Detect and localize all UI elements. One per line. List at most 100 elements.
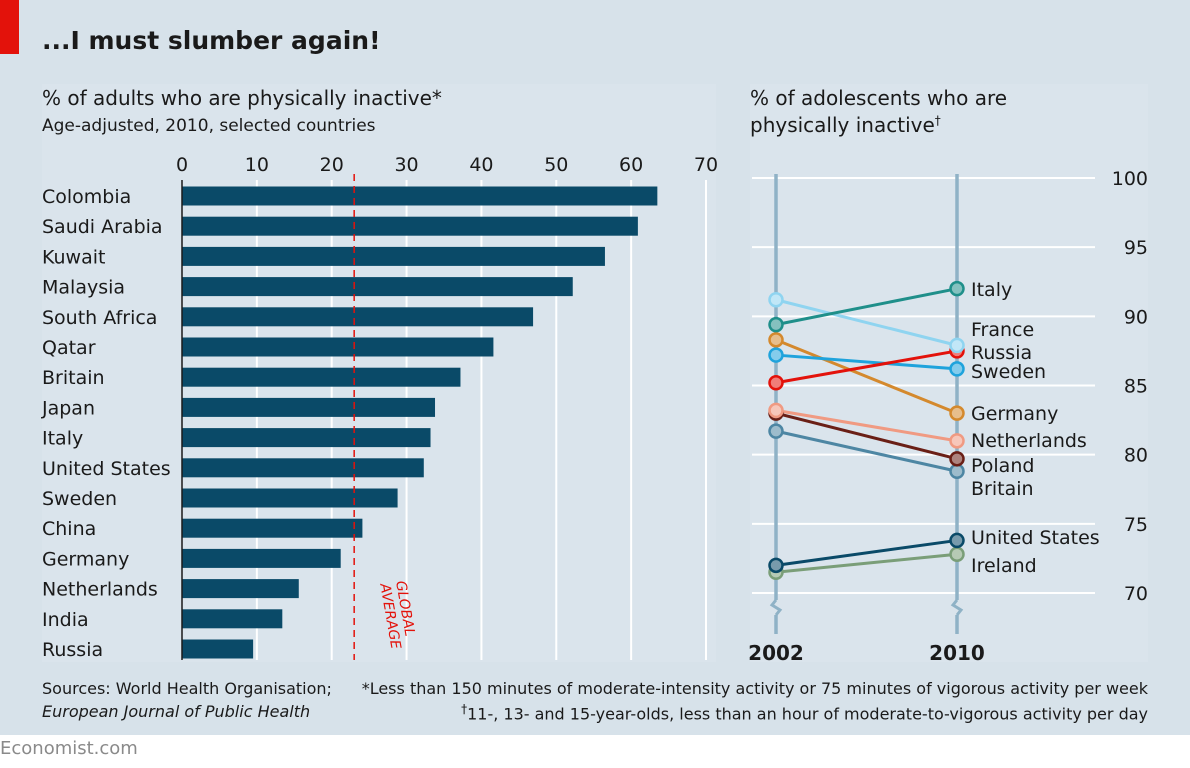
bar-britain bbox=[182, 367, 461, 387]
point-2002-united-states bbox=[768, 557, 784, 574]
series-label-netherlands: Netherlands bbox=[971, 430, 1087, 452]
series-line-russia bbox=[775, 349, 958, 385]
x-tick-label-0: 0 bbox=[176, 154, 188, 176]
x-tick-label-10: 10 bbox=[245, 154, 269, 176]
category-label-china: China bbox=[42, 518, 96, 540]
adults-chart-subtitle: Age-adjusted, 2010, selected countries bbox=[42, 116, 376, 136]
series-line-germany bbox=[775, 338, 958, 415]
category-label-russia: Russia bbox=[42, 639, 103, 661]
bar-russia bbox=[182, 639, 254, 659]
series-label-italy: Italy bbox=[971, 279, 1012, 301]
category-label-italy: Italy bbox=[42, 428, 83, 450]
point-2002-france bbox=[768, 291, 784, 308]
category-label-india: India bbox=[42, 609, 89, 631]
bar-united-states bbox=[182, 458, 424, 478]
axis-break-2002 bbox=[769, 599, 783, 616]
x-tick-label-20: 20 bbox=[320, 154, 344, 176]
category-label-japan: Japan bbox=[41, 397, 95, 419]
bar-germany bbox=[182, 548, 341, 568]
bar-netherlands bbox=[182, 579, 299, 599]
category-label-kuwait: Kuwait bbox=[42, 246, 105, 268]
sources-line2: European Journal of Public Health bbox=[42, 702, 311, 721]
y-tick-label-100: 100 bbox=[1112, 168, 1148, 190]
x-tick-label-40: 40 bbox=[469, 154, 493, 176]
series-label-russia: Russia bbox=[971, 342, 1032, 364]
series-line-united-states bbox=[775, 538, 958, 567]
bar-colombia bbox=[182, 186, 658, 206]
category-label-netherlands: Netherlands bbox=[42, 579, 158, 601]
series-label-germany: Germany bbox=[971, 403, 1058, 425]
point-2002-russia bbox=[768, 374, 784, 391]
series-label-sweden: Sweden bbox=[971, 361, 1046, 383]
brand-red-bar bbox=[0, 0, 19, 54]
adults-chart-title: % of adults who are physically inactive* bbox=[42, 86, 442, 110]
series-line-ireland bbox=[775, 552, 958, 574]
point-2002-italy bbox=[768, 316, 784, 333]
y-tick-label-90: 90 bbox=[1124, 306, 1148, 328]
point-2002-sweden bbox=[768, 347, 784, 363]
category-label-colombia: Colombia bbox=[42, 186, 131, 208]
bar-qatar bbox=[182, 337, 494, 357]
category-label-united-states: United States bbox=[42, 458, 171, 480]
point-2010-britain bbox=[949, 463, 965, 480]
x-tick-label-70: 70 bbox=[694, 154, 718, 176]
point-2010-united-states bbox=[949, 532, 965, 549]
bar-kuwait bbox=[182, 246, 605, 266]
y-tick-label-85: 85 bbox=[1124, 376, 1148, 398]
x-category-label-2010: 2010 bbox=[929, 641, 985, 665]
y-tick-label-70: 70 bbox=[1124, 583, 1148, 605]
chart-headline: ...I must slumber again! bbox=[42, 26, 381, 55]
category-label-qatar: Qatar bbox=[42, 337, 96, 359]
bar-china bbox=[182, 518, 363, 538]
series-line-britain bbox=[775, 429, 958, 473]
brand-logo-text: Economist.com bbox=[0, 738, 138, 759]
point-2010-poland bbox=[949, 451, 965, 467]
category-label-saudi-arabia: Saudi Arabia bbox=[42, 216, 163, 238]
series-label-united-states: United States bbox=[971, 527, 1100, 549]
adolescents-panel bbox=[750, 84, 1148, 662]
adolescents-chart-title-line1: % of adolescents who are bbox=[750, 86, 1008, 110]
x-tick-label-30: 30 bbox=[394, 154, 418, 176]
bar-sweden bbox=[182, 488, 398, 508]
category-label-sweden: Sweden bbox=[42, 488, 117, 510]
series-label-poland: Poland bbox=[971, 455, 1034, 477]
bar-saudi-arabia bbox=[182, 216, 638, 236]
adolescents-chart-title-line2: physically inactive† bbox=[750, 113, 941, 137]
bar-malaysia bbox=[182, 277, 573, 297]
category-label-south-africa: South Africa bbox=[42, 307, 157, 329]
point-2010-germany bbox=[949, 405, 965, 421]
series-line-netherlands bbox=[775, 408, 958, 443]
series-line-poland bbox=[775, 411, 958, 461]
series-line-sweden bbox=[775, 353, 958, 371]
bar-india bbox=[182, 609, 283, 629]
point-2010-sweden bbox=[949, 361, 965, 377]
x-tick-label-50: 50 bbox=[544, 154, 568, 176]
sources-line1: Sources: World Health Organisation; bbox=[42, 679, 332, 698]
y-tick-label-95: 95 bbox=[1124, 237, 1148, 259]
bar-south-africa bbox=[182, 307, 534, 327]
series-label-britain: Britain bbox=[971, 478, 1034, 500]
series-label-ireland: Ireland bbox=[971, 555, 1037, 577]
point-2010-netherlands bbox=[949, 433, 965, 449]
x-tick-label-60: 60 bbox=[619, 154, 643, 176]
bar-japan bbox=[182, 397, 436, 417]
axis-break-2010 bbox=[950, 599, 964, 616]
point-2010-italy bbox=[949, 280, 965, 297]
footnote-adolescents: †11-, 13- and 15-year-olds, less than an… bbox=[461, 702, 1148, 724]
point-2010-ireland bbox=[949, 546, 965, 563]
bar-italy bbox=[182, 428, 431, 448]
point-2002-britain bbox=[768, 423, 784, 439]
series-line-france bbox=[775, 298, 958, 347]
point-2010-france bbox=[949, 337, 965, 354]
y-tick-label-80: 80 bbox=[1124, 445, 1148, 467]
x-category-label-2002: 2002 bbox=[748, 641, 804, 665]
category-label-germany: Germany bbox=[42, 548, 129, 570]
y-tick-label-75: 75 bbox=[1124, 514, 1148, 536]
point-2002-netherlands bbox=[768, 402, 784, 419]
category-label-britain: Britain bbox=[42, 367, 105, 389]
series-label-france: France bbox=[971, 319, 1034, 341]
series-line-italy bbox=[775, 287, 958, 327]
category-label-malaysia: Malaysia bbox=[42, 277, 125, 299]
